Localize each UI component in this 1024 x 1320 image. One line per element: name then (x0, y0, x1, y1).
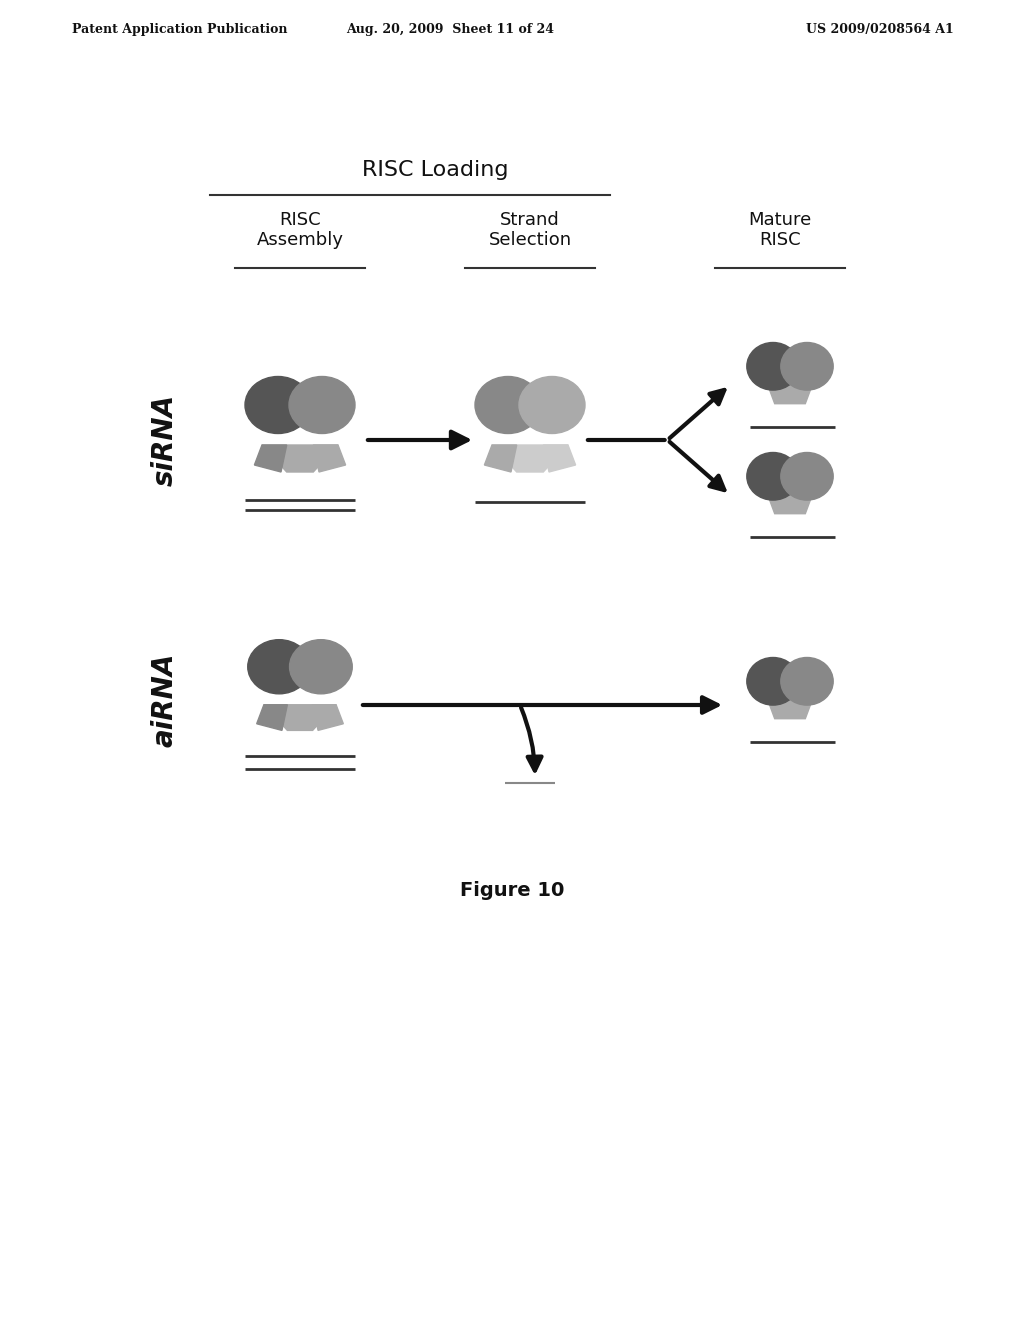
Polygon shape (484, 445, 517, 473)
Polygon shape (313, 445, 346, 473)
Text: Strand
Selection: Strand Selection (488, 211, 571, 249)
Ellipse shape (519, 376, 585, 433)
Text: Patent Application Publication: Patent Application Publication (72, 24, 288, 37)
Text: aiRNA: aiRNA (151, 653, 179, 747)
Ellipse shape (781, 657, 834, 705)
Text: Figure 10: Figure 10 (460, 880, 564, 899)
Polygon shape (262, 445, 338, 473)
Text: RISC Loading: RISC Loading (361, 160, 508, 180)
Ellipse shape (289, 376, 355, 433)
Text: siRNA: siRNA (151, 393, 179, 486)
Ellipse shape (475, 376, 541, 433)
Polygon shape (766, 491, 814, 513)
Text: RISC
Assembly: RISC Assembly (256, 211, 343, 249)
Polygon shape (264, 705, 336, 730)
Ellipse shape (245, 376, 311, 433)
Ellipse shape (746, 453, 799, 500)
Polygon shape (766, 380, 814, 404)
Polygon shape (492, 445, 568, 473)
Polygon shape (254, 445, 287, 473)
Text: Mature
RISC: Mature RISC (749, 211, 812, 249)
Ellipse shape (781, 342, 834, 391)
Ellipse shape (781, 453, 834, 500)
Text: US 2009/0208564 A1: US 2009/0208564 A1 (806, 24, 954, 37)
Ellipse shape (746, 657, 799, 705)
Ellipse shape (746, 342, 799, 391)
Text: Aug. 20, 2009  Sheet 11 of 24: Aug. 20, 2009 Sheet 11 of 24 (346, 24, 554, 37)
Polygon shape (766, 696, 814, 718)
Polygon shape (257, 705, 288, 730)
Ellipse shape (248, 640, 310, 694)
Polygon shape (544, 445, 575, 473)
Ellipse shape (290, 640, 352, 694)
Polygon shape (312, 705, 343, 730)
